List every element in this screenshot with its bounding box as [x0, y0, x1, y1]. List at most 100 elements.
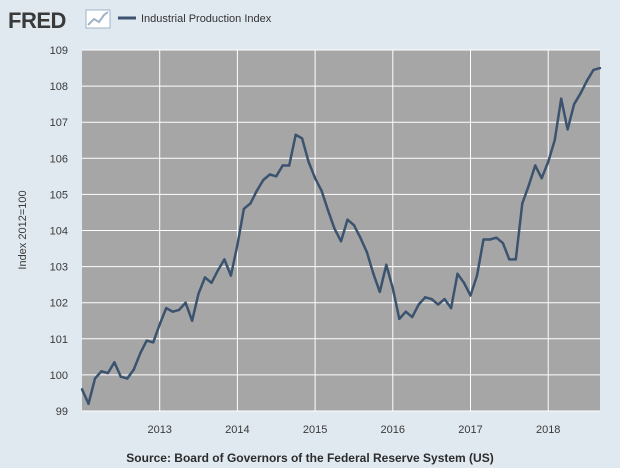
- y-tick-label: 109: [50, 45, 68, 57]
- data-point: [411, 315, 414, 319]
- data-point: [210, 281, 213, 284]
- fred-logo-text: FRED: [8, 8, 66, 33]
- data-point: [579, 92, 582, 95]
- x-tick-label: 2014: [225, 424, 249, 436]
- data-point: [572, 103, 576, 106]
- data-point: [462, 281, 466, 284]
- y-axis-tick-labels: 99 100 101 102 103 104 105 106 107 108 109: [50, 45, 68, 418]
- data-point: [152, 341, 155, 344]
- y-tick-label: 106: [50, 153, 68, 165]
- line-chart-icon: [85, 9, 111, 29]
- data-point: [553, 139, 556, 142]
- data-point: [106, 371, 110, 375]
- fred-logo[interactable]: FRED: [8, 8, 111, 33]
- data-point: [365, 251, 369, 254]
- legend: Industrial Production Index: [118, 13, 272, 25]
- data-point: [372, 272, 375, 275]
- data-point: [229, 274, 233, 277]
- data-point: [320, 189, 323, 192]
- y-tick-label: 102: [50, 298, 68, 310]
- data-point: [119, 375, 123, 378]
- y-axis-title: Index 2012=100: [17, 190, 29, 269]
- data-point: [177, 308, 181, 312]
- data-point: [404, 310, 407, 313]
- data-point: [566, 128, 569, 131]
- x-tick-label: 2015: [303, 424, 327, 436]
- data-point: [203, 276, 207, 279]
- data-point: [223, 258, 226, 261]
- data-point: [592, 68, 595, 72]
- data-point: [475, 274, 479, 277]
- data-point: [281, 164, 284, 167]
- data-point: [307, 160, 310, 164]
- data-point: [488, 238, 492, 241]
- y-tick-label: 100: [50, 370, 68, 382]
- data-point: [585, 79, 589, 82]
- data-point: [87, 402, 90, 405]
- data-point: [391, 287, 394, 290]
- data-point: [501, 241, 505, 245]
- data-point: [417, 303, 420, 306]
- data-point: [436, 303, 440, 306]
- data-point: [275, 175, 278, 178]
- data-point: [469, 294, 472, 297]
- data-point: [359, 236, 362, 239]
- data-point: [482, 238, 485, 241]
- data-point: [184, 301, 187, 304]
- data-point: [527, 184, 530, 187]
- data-point: [521, 202, 524, 205]
- data-point: [300, 137, 304, 140]
- data-point: [171, 310, 174, 313]
- data-point: [294, 133, 297, 136]
- data-point: [508, 258, 511, 261]
- data-point: [430, 297, 433, 301]
- data-point: [288, 164, 291, 167]
- data-point: [236, 243, 239, 247]
- data-point: [249, 202, 252, 205]
- y-tick-label: 104: [50, 226, 68, 238]
- data-point: [495, 236, 498, 239]
- data-point: [139, 352, 142, 355]
- data-point: [598, 66, 602, 70]
- data-point: [352, 223, 356, 227]
- x-tick-label: 2013: [147, 424, 171, 436]
- data-point: [268, 173, 271, 176]
- x-tick-label: 2016: [381, 424, 405, 436]
- grid-lines: [82, 49, 600, 412]
- data-point: [560, 97, 563, 100]
- data-point: [100, 370, 103, 373]
- data-point: [346, 218, 349, 221]
- data-point: [443, 297, 446, 301]
- y-tick-label: 108: [50, 81, 68, 93]
- source-note: Source: Board of Governors of the Federa…: [126, 451, 493, 465]
- data-point: [190, 319, 194, 322]
- data-point: [540, 177, 543, 180]
- data-point: [326, 209, 330, 212]
- data-point: [456, 272, 459, 275]
- data-point: [132, 368, 135, 371]
- x-tick-label: 2018: [536, 424, 560, 436]
- data-point: [424, 296, 427, 299]
- y-tick-label: 107: [50, 117, 68, 129]
- data-point: [547, 160, 550, 164]
- data-point: [80, 388, 84, 391]
- data-point: [385, 263, 388, 266]
- data-point: [197, 292, 200, 295]
- data-point: [449, 306, 453, 310]
- data-point: [216, 269, 220, 272]
- data-point: [126, 377, 129, 380]
- data-point: [313, 177, 317, 180]
- y-tick-label: 99: [56, 406, 68, 418]
- data-point: [242, 207, 246, 210]
- data-point: [398, 317, 401, 321]
- data-point: [165, 306, 168, 310]
- data-point: [534, 164, 537, 167]
- data-point: [333, 227, 336, 230]
- x-axis-tick-labels: 2013 2014 2015 2016 2017 2018: [147, 424, 560, 436]
- series-layer: [80, 66, 602, 406]
- legend-label: Industrial Production Index: [141, 13, 272, 25]
- data-point: [514, 258, 517, 261]
- data-point: [158, 323, 161, 326]
